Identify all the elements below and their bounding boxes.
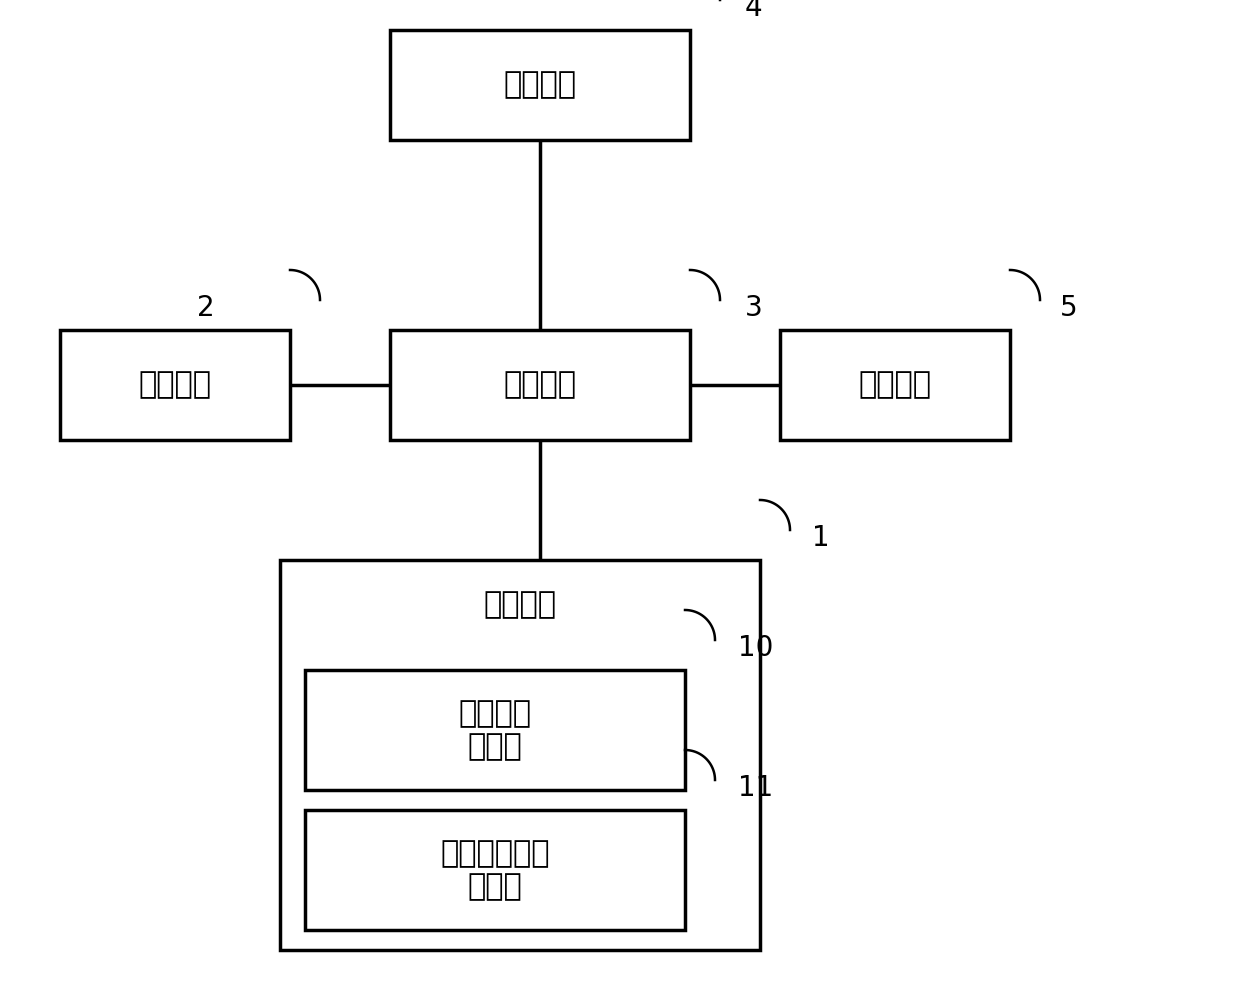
Bar [780, 330, 1011, 440]
Text: 处理单元: 处理单元 [503, 371, 577, 399]
Text: 5: 5 [1060, 294, 1078, 322]
Text: 2: 2 [197, 294, 215, 322]
Text: 眼睛状态判断
程序码: 眼睛状态判断 程序码 [440, 838, 549, 901]
Bar [305, 670, 684, 790]
Bar [280, 560, 760, 950]
Text: 11: 11 [738, 774, 774, 802]
Bar [391, 30, 689, 140]
Text: 10: 10 [738, 634, 774, 662]
Text: 储存单元: 储存单元 [484, 591, 557, 619]
Bar [60, 330, 290, 440]
Bar [391, 330, 689, 440]
Text: 摄影单元: 摄影单元 [139, 371, 212, 399]
Text: 输入单元: 输入单元 [858, 371, 931, 399]
Text: 1: 1 [812, 524, 830, 552]
Text: 4: 4 [745, 0, 763, 22]
Text: 输出单元: 输出单元 [503, 70, 577, 99]
Text: 3: 3 [745, 294, 763, 322]
Text: 眼睛搜索
程序码: 眼睛搜索 程序码 [459, 699, 532, 761]
Bar [305, 810, 684, 930]
